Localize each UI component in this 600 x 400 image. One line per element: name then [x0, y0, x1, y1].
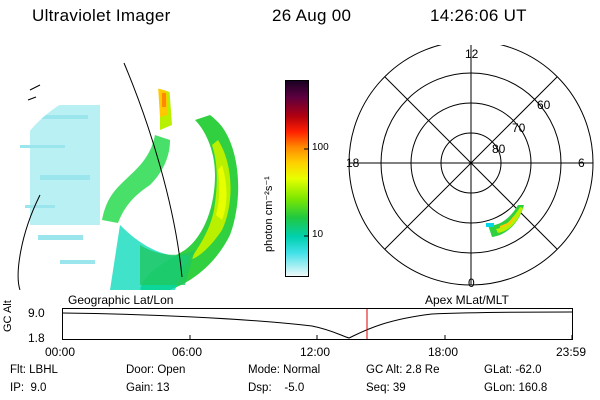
- glat-info: GLat: -62.0: [484, 364, 542, 376]
- observation-date: 26 Aug 00: [272, 6, 352, 25]
- dsp-info: Dsp: -5.0: [248, 382, 305, 394]
- mlt-label-12: 12: [465, 47, 479, 61]
- door-info: Door: Open: [126, 364, 186, 376]
- mlt-label-18: 18: [346, 156, 360, 170]
- left-panel-caption: Geographic Lat/Lon: [68, 293, 174, 307]
- altitude-ylabel: GC Alt: [2, 300, 14, 332]
- colorbar-tick-100: 100: [312, 142, 329, 153]
- altitude-xtick-2: 12:00: [300, 345, 331, 359]
- glon-info: GLon: 160.8: [484, 382, 548, 394]
- altitude-ytick-min: 1.8: [28, 331, 45, 345]
- mlt-label-6: 6: [578, 156, 585, 170]
- colorbar: [285, 80, 309, 277]
- filter-info: Flt: LBHL: [10, 364, 58, 376]
- geographic-aurora-image: [17, 62, 239, 290]
- lat-label-70: 70: [512, 121, 526, 135]
- altitude-plot: [62, 308, 573, 340]
- altitude-xtick-0: 00:00: [45, 345, 76, 359]
- gc-alt-info: GC Alt: 2.8 Re: [366, 364, 440, 376]
- colorbar-unit-label: photon cm⁻²s⁻¹: [263, 176, 275, 252]
- polar-mlt-plot: [348, 45, 594, 286]
- gain-info: Gain: 13: [126, 382, 170, 394]
- instrument-title: Ultraviolet Imager: [32, 6, 171, 25]
- altitude-ytick-max: 9.0: [28, 306, 45, 320]
- colorbar-tick-10: 10: [312, 229, 324, 240]
- right-panel-caption: Apex MLat/MLT: [425, 293, 509, 307]
- colorbar-gradient: [286, 81, 308, 276]
- altitude-xtick-4: 23:59: [556, 345, 587, 359]
- mlt-label-0: 0: [468, 276, 475, 290]
- lat-label-80: 80: [492, 142, 506, 156]
- seq-info: Seq: 39: [366, 382, 406, 394]
- altitude-xtick-3: 18:00: [428, 345, 459, 359]
- mode-info: Mode: Normal: [248, 364, 321, 376]
- ip-info: IP: 9.0: [10, 382, 47, 394]
- lat-label-60: 60: [537, 98, 551, 112]
- altitude-xtick-1: 06:00: [172, 345, 203, 359]
- observation-time: 14:26:06 UT: [430, 6, 527, 25]
